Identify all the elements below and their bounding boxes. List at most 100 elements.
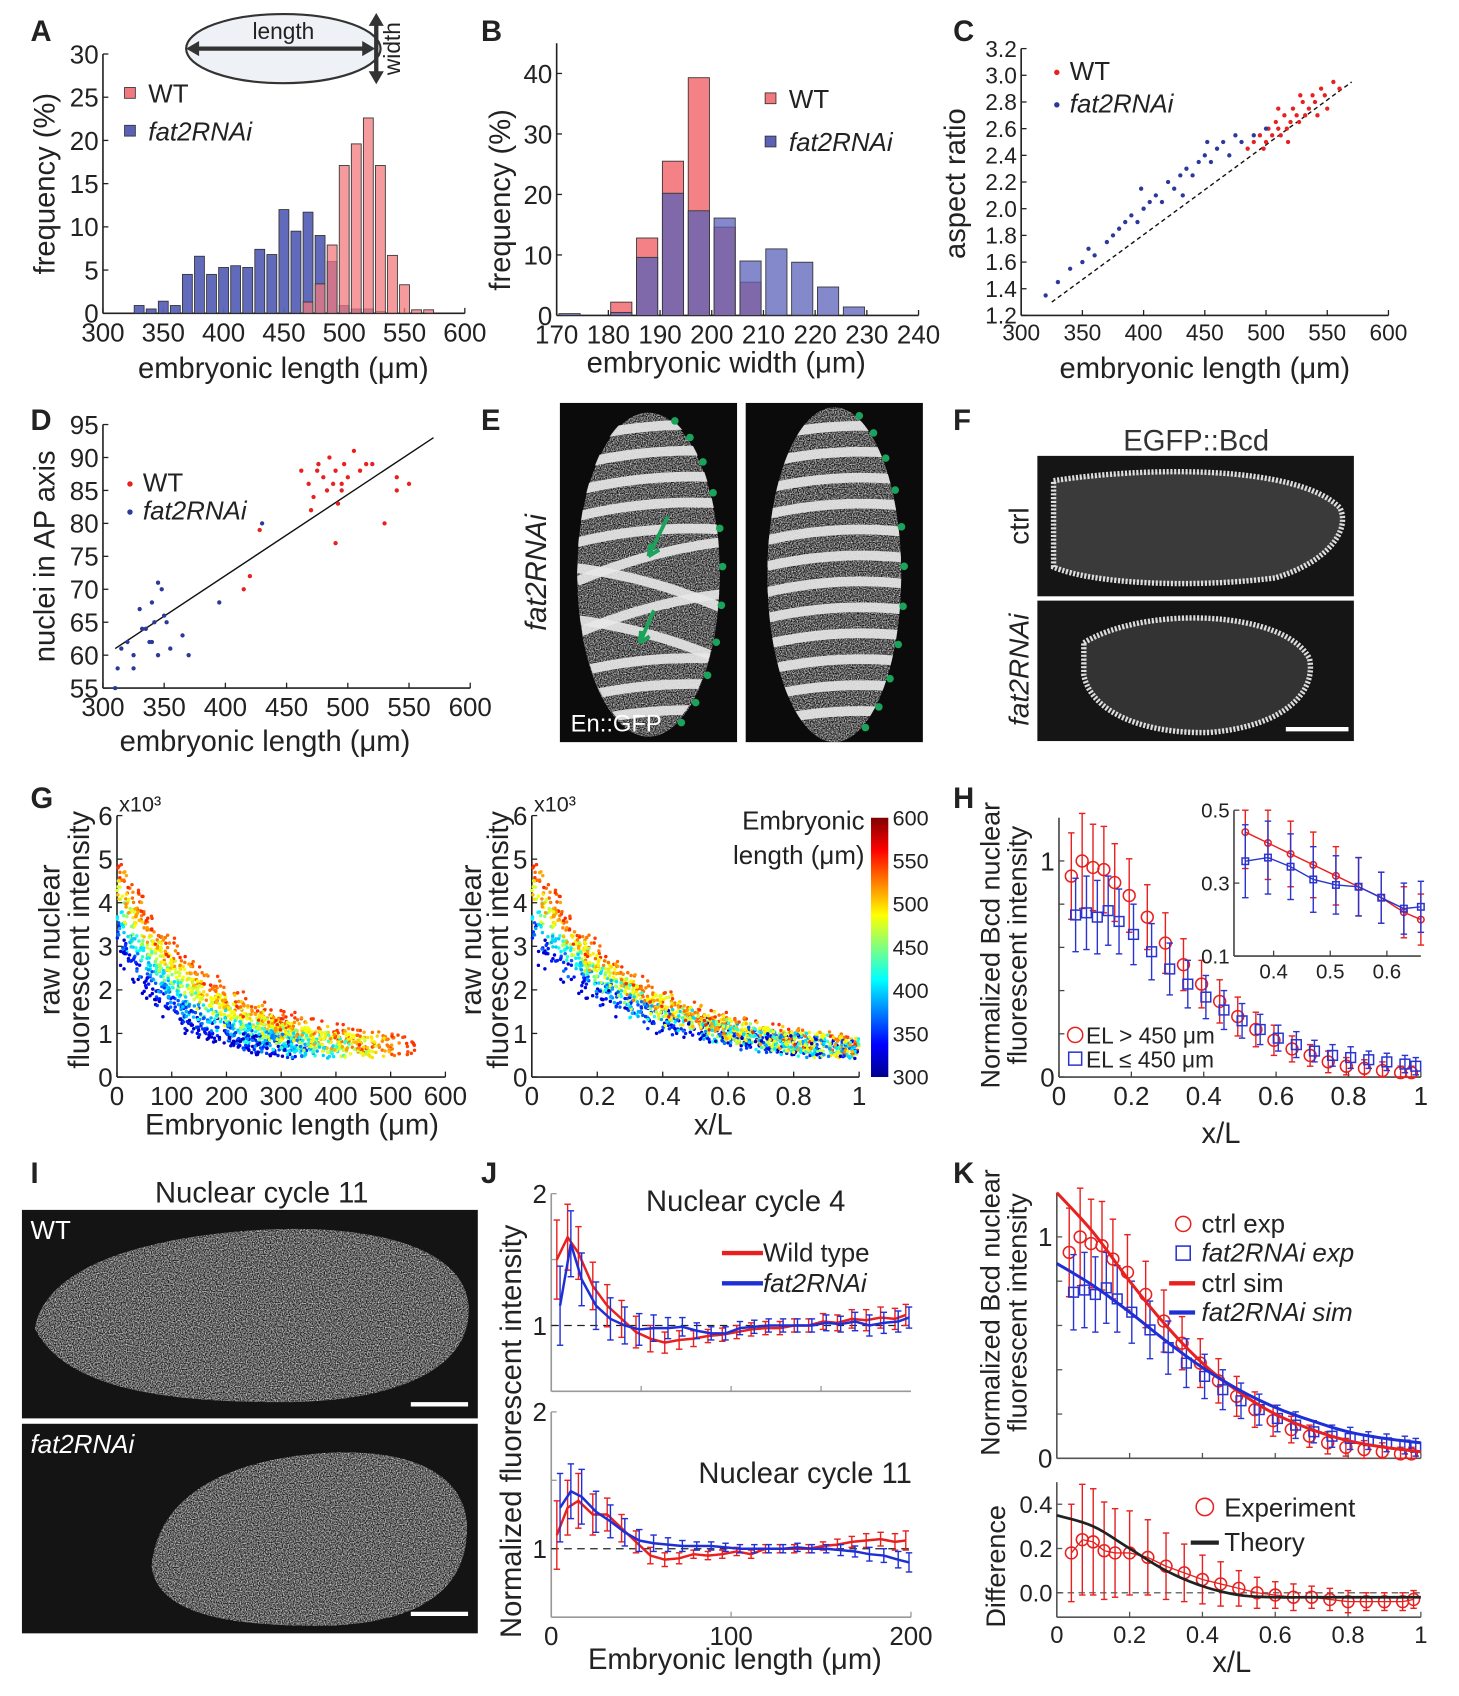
data-point — [269, 1024, 274, 1029]
y-tick-label: 3 — [98, 934, 112, 962]
data-point — [571, 934, 575, 938]
data-point — [584, 982, 589, 986]
bar-wt — [375, 165, 386, 314]
point-fat2rnai — [159, 587, 164, 592]
data-point — [635, 985, 640, 989]
subplot-title: Nuclear cycle 11 — [698, 1458, 911, 1490]
data-point — [728, 1017, 732, 1021]
data-point — [683, 1018, 688, 1023]
data-point — [321, 1053, 326, 1058]
data-point — [129, 945, 133, 949]
data-point — [724, 1018, 728, 1022]
segment-marker-dot — [709, 488, 717, 497]
data-point — [568, 943, 573, 947]
square-marker — [1217, 1384, 1229, 1396]
data-point — [176, 951, 180, 956]
data-point — [211, 1012, 215, 1016]
data-point — [699, 1025, 703, 1029]
data-point — [281, 1013, 285, 1017]
data-point — [205, 1037, 209, 1041]
y-tick-label: 30 — [70, 41, 99, 69]
data-point — [151, 987, 155, 991]
data-point — [181, 1005, 185, 1009]
y-tick-label: 1.4 — [985, 276, 1017, 302]
point-fat2rnai — [180, 633, 185, 638]
data-point — [160, 981, 164, 985]
data-point — [697, 1008, 702, 1012]
data-point — [389, 1043, 394, 1047]
circle-marker — [1175, 1336, 1189, 1350]
data-point — [218, 1019, 223, 1024]
data-point — [226, 1032, 230, 1037]
y-tick-label: 0.0 — [1019, 1580, 1052, 1607]
data-point — [618, 1005, 622, 1009]
square-marker — [1290, 1038, 1302, 1051]
point-wt — [1294, 113, 1299, 118]
point-wt — [1261, 146, 1266, 151]
data-point — [659, 1010, 663, 1014]
data-point — [747, 1025, 751, 1030]
point-fat2rnai — [119, 646, 124, 651]
data-point — [346, 1037, 350, 1041]
point-wt — [1300, 99, 1305, 105]
panel-label-d: D — [31, 405, 52, 437]
data-point — [198, 995, 202, 999]
data-point — [850, 1049, 855, 1054]
data-point — [796, 1054, 800, 1058]
data-point — [343, 1029, 347, 1033]
x-tick-label: 0 — [1050, 1622, 1063, 1649]
data-point — [155, 938, 159, 942]
data-point — [799, 1050, 803, 1054]
data-point — [739, 1048, 743, 1052]
data-point — [780, 1042, 784, 1046]
bar-wt — [314, 283, 326, 314]
point-fat2rnai — [152, 620, 157, 625]
data-point — [153, 951, 158, 955]
data-point — [280, 1038, 284, 1043]
segment-marker-dot — [875, 703, 883, 711]
legend-label: fat2RNAi exp — [1202, 1240, 1355, 1268]
data-point — [120, 894, 125, 898]
data-point — [832, 1053, 836, 1057]
data-point — [587, 946, 591, 951]
data-point — [272, 1035, 277, 1040]
data-point — [146, 961, 151, 965]
data-point — [182, 967, 187, 972]
data-point — [152, 997, 157, 1002]
data-point — [561, 918, 566, 923]
data-point — [217, 1002, 221, 1006]
data-point — [220, 998, 225, 1003]
data-point — [199, 979, 204, 984]
data-point — [131, 900, 136, 905]
data-point — [179, 1007, 183, 1012]
data-point — [405, 1052, 410, 1057]
data-point — [288, 1033, 292, 1037]
data-point — [260, 1031, 265, 1036]
data-point — [822, 1053, 826, 1057]
data-point — [309, 1044, 313, 1049]
point-wt — [1251, 139, 1256, 145]
square-marker — [1218, 1004, 1230, 1016]
legend-marker — [1175, 1245, 1191, 1261]
data-point — [651, 995, 655, 1000]
data-point — [260, 1050, 264, 1054]
data-point — [265, 1041, 269, 1046]
data-point — [685, 1008, 689, 1012]
data-point — [130, 882, 134, 887]
data-point — [163, 935, 168, 940]
data-point — [118, 875, 122, 880]
chart-c: 300 350 400 450 500 550 6001.21.41.61.82.02.22… — [940, 36, 1407, 385]
data-point — [192, 1004, 197, 1008]
data-point — [582, 948, 586, 952]
data-point — [253, 1044, 258, 1048]
data-point — [539, 920, 543, 924]
data-point — [803, 1043, 808, 1047]
square-marker — [1363, 1054, 1375, 1066]
x-tick-label: 300 — [260, 1083, 303, 1111]
data-point — [753, 1027, 757, 1031]
x-tick-label: 350 — [142, 319, 185, 347]
data-point — [222, 1041, 226, 1045]
data-point — [377, 1030, 381, 1034]
data-point — [232, 993, 237, 997]
data-point — [598, 971, 603, 976]
